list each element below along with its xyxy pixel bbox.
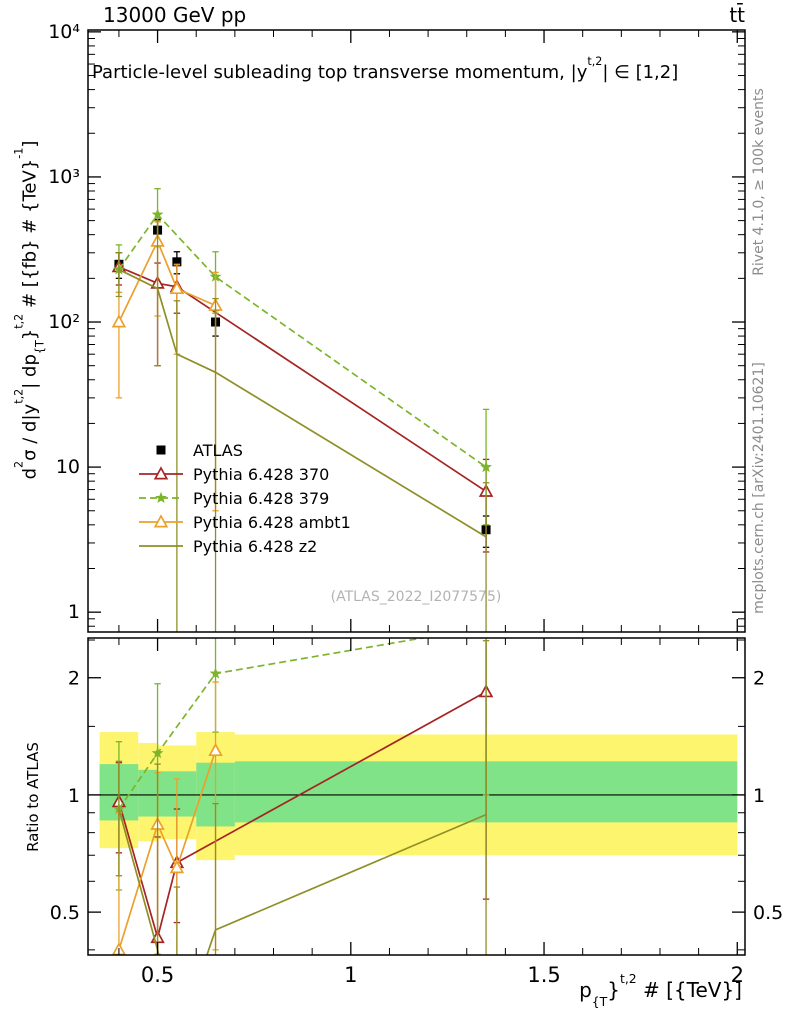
- analysis-id-watermark: (ATLAS_2022_I2077575): [330, 589, 502, 605]
- legend-marker-pythia-6-428-379: [139, 491, 183, 504]
- legend-marker-pythia-6-428-z2: [139, 545, 183, 547]
- main-panel-border: [87, 29, 746, 633]
- plot-title: Particle-level subleading top transverse…: [92, 54, 679, 83]
- legend-marker-pythia-6-428-370: [139, 466, 183, 480]
- x-axis-label: p{T}t,2 # [{TeV}]: [579, 970, 742, 1010]
- ratio-tick-label-left: 1: [68, 785, 80, 807]
- legend-label: Pythia 6.428 ambt1: [193, 512, 351, 532]
- y-tick-label: 1: [68, 601, 80, 623]
- ratio-tick-label-left: 2: [68, 668, 80, 690]
- process-label: tt̄: [729, 3, 745, 27]
- ratio-axis-label: Ratio to ATLAS: [24, 742, 42, 852]
- y-tick-label: 10²: [48, 311, 80, 333]
- legend-marker-pythia-6-428-ambt1: [139, 514, 183, 528]
- x-tick-label: 0.5: [141, 963, 174, 987]
- beam-energy-label: 13000 GeV pp: [103, 3, 247, 27]
- y-tick-label: 10⁴: [48, 21, 80, 43]
- legend-item-atlas: ATLAS: [138, 438, 351, 462]
- ratio-tick-label-right: 1: [753, 785, 765, 807]
- main-series-pythia-6-428-z2: [115, 219, 490, 632]
- rivet-version-note: Rivet 4.1.0, ≥ 100k events: [751, 88, 767, 276]
- band-inner: [138, 769, 158, 817]
- y-axis-label: d2σ / d|yt,2| dp{T}t,2 # [{fb} # {TeV}-1…: [12, 140, 47, 480]
- mcplots-attribution-note: mcplots.cern.ch [arXiv:2401.10621]: [751, 362, 767, 614]
- legend-item-pythia-6-428-370: Pythia 6.428 370: [138, 462, 351, 486]
- legend: ATLAS Pythia 6.428 370 Pythia 6.428 379 Pyt…: [138, 438, 351, 558]
- y-tick-label: 10³: [48, 166, 80, 188]
- ratio-tick-label-right: 2: [753, 668, 765, 690]
- legend-item-pythia-6-428-ambt1: Pythia 6.428 ambt1: [138, 510, 351, 534]
- y-tick-label: 10: [56, 456, 80, 478]
- legend-item-pythia-6-428-379: Pythia 6.428 379: [138, 486, 351, 510]
- ratio-tick-label-left: 0.5: [50, 902, 80, 924]
- legend-label: Pythia 6.428 370: [193, 464, 330, 484]
- x-tick-label: 2: [731, 963, 744, 987]
- legend-label: Pythia 6.428 z2: [193, 536, 318, 556]
- atlas-uncertainty-bands: [99, 732, 738, 861]
- ratio-panel-border: [87, 637, 746, 956]
- legend-marker-atlas: [156, 445, 166, 455]
- legend-item-pythia-6-428-z2: Pythia 6.428 z2: [138, 534, 351, 558]
- legend-label: ATLAS: [193, 440, 243, 460]
- x-tick-label: 1.5: [527, 963, 560, 987]
- x-tick-label: 1: [344, 963, 357, 987]
- legend-label: Pythia 6.428 379: [193, 488, 330, 508]
- ratio-series-pythia-6-428-z2: [115, 640, 490, 955]
- ratio-tick-label-right: 0.5: [753, 902, 783, 924]
